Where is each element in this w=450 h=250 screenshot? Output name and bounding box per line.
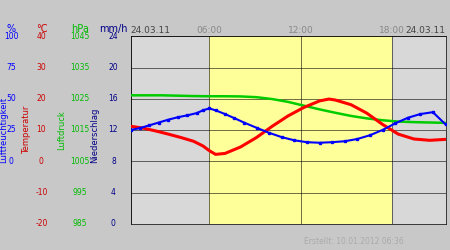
Text: -20: -20	[35, 219, 48, 228]
Text: 12: 12	[108, 126, 118, 134]
Text: 30: 30	[36, 63, 46, 72]
Text: 995: 995	[73, 188, 87, 197]
Text: %: %	[7, 24, 16, 34]
Bar	[209, 36, 392, 224]
Text: Luftfeuchtigkeit: Luftfeuchtigkeit	[0, 97, 8, 163]
Text: 12:00: 12:00	[288, 26, 314, 35]
Text: 8: 8	[111, 157, 116, 166]
Text: Niederschlag: Niederschlag	[90, 107, 99, 163]
Text: mm/h: mm/h	[99, 24, 128, 34]
Text: 1015: 1015	[71, 126, 90, 134]
Text: 1045: 1045	[70, 32, 90, 41]
Text: 40: 40	[36, 32, 46, 41]
Text: °C: °C	[36, 24, 47, 34]
Text: 1025: 1025	[71, 94, 90, 103]
Text: 100: 100	[4, 32, 18, 41]
Text: 1005: 1005	[70, 157, 90, 166]
Text: hPa: hPa	[71, 24, 89, 34]
Text: 4: 4	[111, 188, 116, 197]
Text: 20: 20	[36, 94, 46, 103]
Text: Luftdruck: Luftdruck	[58, 110, 67, 150]
Text: 0: 0	[111, 219, 116, 228]
Text: 16: 16	[108, 94, 118, 103]
Text: 0: 0	[9, 157, 14, 166]
Text: 0: 0	[39, 157, 44, 166]
Text: 50: 50	[6, 94, 16, 103]
Text: 1035: 1035	[70, 63, 90, 72]
Text: 25: 25	[6, 126, 16, 134]
Text: -10: -10	[35, 188, 48, 197]
Text: 20: 20	[108, 63, 118, 72]
Text: 18:00: 18:00	[379, 26, 405, 35]
Text: 985: 985	[73, 219, 87, 228]
Text: 06:00: 06:00	[196, 26, 222, 35]
Text: 24.03.11: 24.03.11	[405, 26, 446, 35]
Text: 10: 10	[36, 126, 46, 134]
Text: 24: 24	[108, 32, 118, 41]
Text: 75: 75	[6, 63, 16, 72]
Text: Erstellt: 10.01.2012 06:36: Erstellt: 10.01.2012 06:36	[304, 237, 404, 246]
Text: Temperatur: Temperatur	[22, 106, 31, 154]
Text: 24.03.11: 24.03.11	[130, 26, 171, 35]
